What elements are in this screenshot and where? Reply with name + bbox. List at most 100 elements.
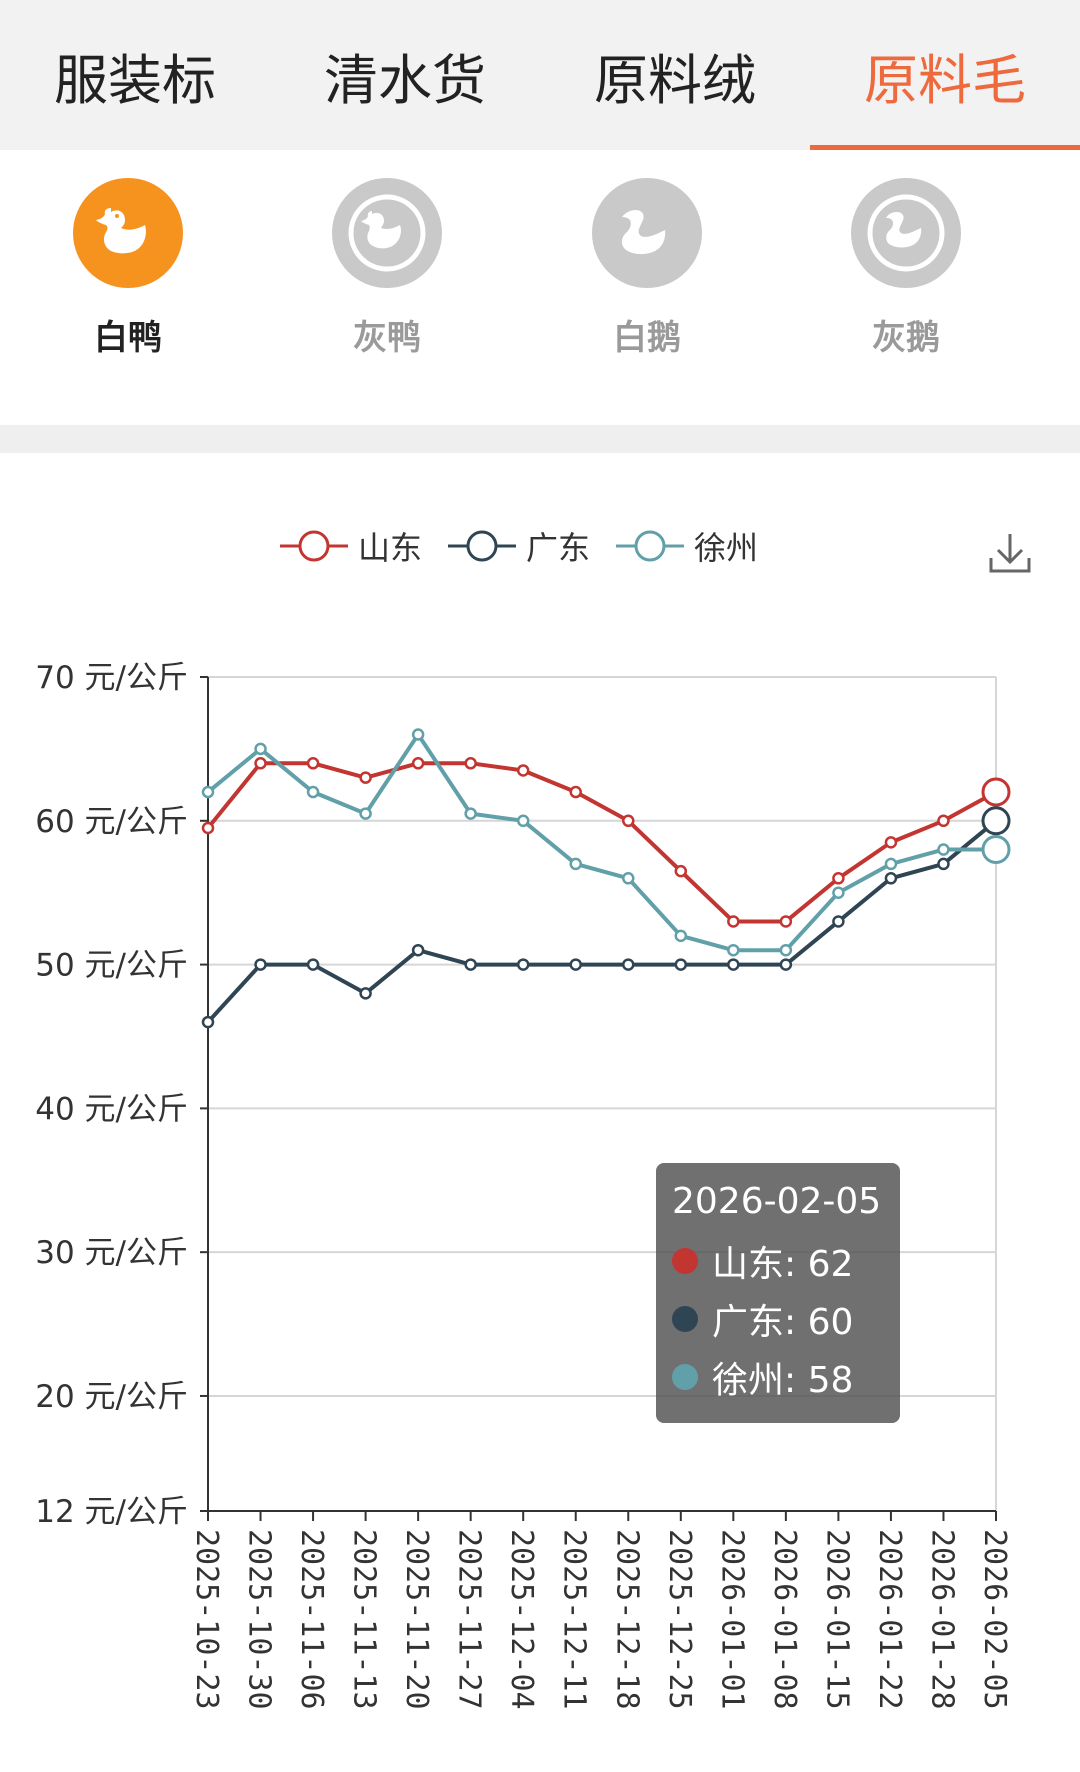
data-point (464, 807, 477, 820)
category-selector: 白鸭 灰鸭 白鹅 灰鹅 (0, 150, 1080, 425)
series-dot (672, 1248, 698, 1274)
data-point (569, 785, 582, 799)
data-point (254, 757, 267, 770)
data-point (201, 821, 215, 835)
y-tick-label: 30 元/公斤 (35, 1235, 188, 1271)
data-point (674, 929, 688, 943)
x-tick-label: 2025-11-27 (452, 1529, 487, 1710)
data-point (937, 814, 950, 828)
data-point (201, 1015, 215, 1029)
data-point (464, 958, 477, 971)
legend-label: 徐州 (694, 529, 759, 567)
data-point (727, 915, 740, 928)
section-divider (0, 425, 1080, 453)
data-point (516, 764, 530, 777)
category-grey-goose[interactable]: 灰鹅 (826, 178, 986, 359)
data-point (832, 915, 845, 928)
tooltip-value: 徐州: 58 (712, 1360, 854, 1401)
x-tick-label: 2026-01-01 (714, 1529, 749, 1710)
y-tick-label: 50 元/公斤 (35, 948, 188, 984)
data-point (622, 814, 635, 828)
data-point (779, 943, 793, 957)
series-dot (672, 1306, 698, 1332)
legend-item-xuzhou[interactable]: 徐州 (616, 523, 758, 569)
data-point (359, 987, 372, 1000)
x-tick-label: 2026-01-28 (924, 1529, 959, 1710)
download-icon[interactable] (985, 528, 1035, 578)
tooltip-value: 山东: 62 (712, 1244, 854, 1285)
legend-line-marker (448, 530, 517, 562)
data-point (411, 757, 425, 770)
data-point (254, 958, 267, 971)
tab-label: 原料毛 (864, 48, 1026, 112)
tooltip-row: 山东: 62 (672, 1232, 884, 1290)
x-tick-label: 2025-12-04 (504, 1529, 539, 1710)
chart-legend: 山东 广东 徐州 (280, 523, 758, 569)
tooltip-row: 徐州: 58 (672, 1348, 884, 1406)
goose-icon (851, 178, 961, 288)
data-point (832, 886, 845, 899)
data-point (464, 757, 477, 770)
data-point (779, 915, 793, 928)
series-dot (672, 1364, 698, 1390)
x-tick-label: 2025-12-25 (662, 1529, 697, 1710)
data-point (306, 757, 320, 770)
x-tick-label: 2026-01-08 (767, 1529, 802, 1710)
data-point (981, 806, 1011, 836)
data-point (937, 857, 950, 871)
data-point (674, 864, 688, 878)
tab-qingshuihuo[interactable]: 清水货 (270, 0, 540, 150)
duck-icon (332, 178, 442, 288)
tooltip-row: 广东: 60 (672, 1290, 884, 1348)
x-tick-label: 2025-10-23 (189, 1529, 224, 1710)
data-point (884, 872, 898, 885)
data-point (832, 872, 845, 885)
legend-item-guangdong[interactable]: 广东 (448, 523, 590, 569)
data-point (622, 872, 635, 885)
data-point (411, 943, 425, 957)
data-point (516, 958, 530, 971)
legend-line-marker (280, 530, 348, 562)
goose-icon (592, 178, 702, 288)
tab-label: 原料绒 (594, 48, 756, 112)
data-point (306, 785, 320, 799)
category-label: 白鸭 (94, 318, 162, 358)
category-white-duck[interactable]: 白鸭 (48, 178, 208, 359)
tooltip-date: 2026-02-05 (672, 1181, 882, 1222)
data-point (622, 958, 635, 971)
tab-yuanliaomao[interactable]: 原料毛 (810, 0, 1080, 150)
data-point (884, 836, 898, 849)
tab-yuanliaorong[interactable]: 原料绒 (540, 0, 810, 150)
y-tick-label: 12 元/公斤 (35, 1494, 188, 1530)
x-tick-label: 2026-02-05 (977, 1529, 1012, 1710)
chart-tooltip: 2026-02-05 山东: 62 广东: 60 徐州: 58 (656, 1163, 900, 1423)
category-grey-duck[interactable]: 灰鸭 (307, 178, 467, 359)
x-tick-label: 2025-12-11 (557, 1529, 592, 1710)
data-point (411, 728, 425, 741)
data-point (359, 807, 372, 820)
legend-label: 广东 (526, 529, 591, 567)
category-white-goose[interactable]: 白鹅 (567, 178, 727, 359)
category-label: 灰鹅 (872, 318, 940, 358)
x-tick-label: 2026-01-22 (872, 1529, 907, 1710)
tab-fuzhuangbiao[interactable]: 服装标 (0, 0, 270, 150)
x-tick-label: 2025-11-06 (294, 1529, 329, 1710)
data-point (727, 958, 740, 971)
data-point (981, 777, 1011, 807)
data-point (981, 835, 1011, 865)
data-point (674, 958, 688, 971)
data-point (201, 785, 215, 799)
duck-icon (73, 178, 183, 288)
data-point (516, 814, 530, 828)
x-tick-label: 2025-11-20 (399, 1529, 434, 1710)
x-tick-label: 2025-12-18 (609, 1529, 644, 1710)
series-line (206, 732, 996, 953)
legend-item-shandong[interactable]: 山东 (280, 523, 422, 569)
data-point (884, 857, 898, 871)
x-tick-label: 2025-11-13 (347, 1529, 382, 1710)
data-point (937, 843, 950, 856)
x-tick-label: 2025-10-30 (242, 1529, 277, 1710)
y-tick-label: 70 元/公斤 (35, 660, 188, 696)
x-tick-label: 2026-01-15 (819, 1529, 854, 1710)
data-point (569, 857, 582, 871)
